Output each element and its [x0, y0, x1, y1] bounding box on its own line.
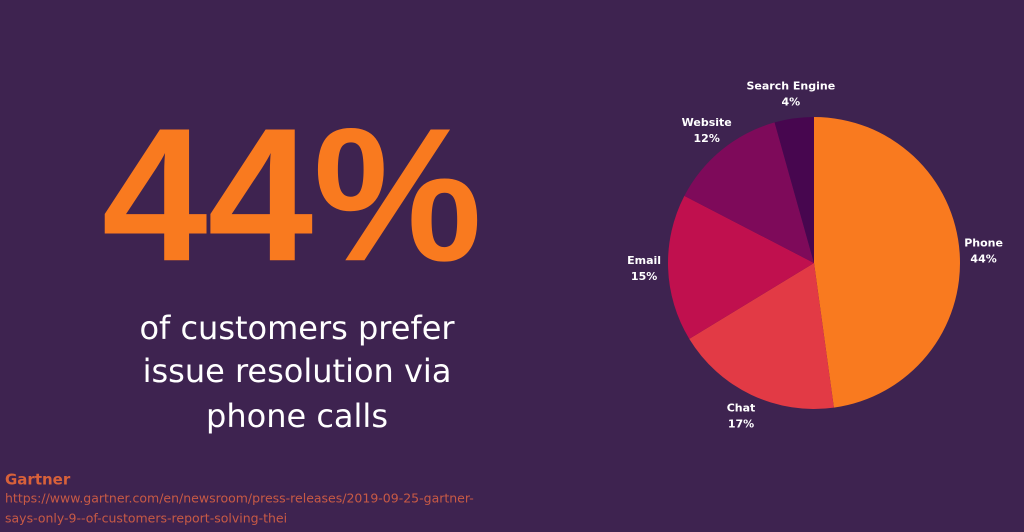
headline-stat: 44%: [102, 89, 482, 301]
source-url: https://www.gartner.com/en/newsroom/pres…: [5, 491, 474, 506]
pie-slice: [684, 122, 814, 263]
slice-label: Email: [627, 254, 661, 267]
slice-value: 4%: [782, 96, 801, 109]
headline-line: phone calls: [206, 397, 388, 435]
pie-slice: [689, 263, 834, 409]
pie-slice: [774, 117, 814, 263]
slice-value: 12%: [694, 132, 720, 145]
pie-slice: [814, 117, 960, 408]
slice-label: Search Engine: [747, 80, 836, 93]
slice-value: 44%: [970, 252, 996, 265]
source-url: says-only-9--of-customers-report-solving…: [5, 511, 287, 526]
headline-line: of customers prefer: [139, 309, 455, 347]
slice-label: Chat: [727, 402, 756, 415]
pie-chart: Phone 44% Chat 17% Email 15% Website 12% Search …: [627, 80, 1003, 431]
source-name: Gartner: [5, 471, 71, 489]
slice-value: 17%: [728, 418, 754, 431]
slice-value: 15%: [631, 270, 657, 283]
slice-label: Phone: [964, 236, 1003, 249]
pie-slice: [668, 195, 814, 339]
headline-line: issue resolution via: [143, 352, 452, 390]
slice-label: Website: [682, 116, 732, 129]
